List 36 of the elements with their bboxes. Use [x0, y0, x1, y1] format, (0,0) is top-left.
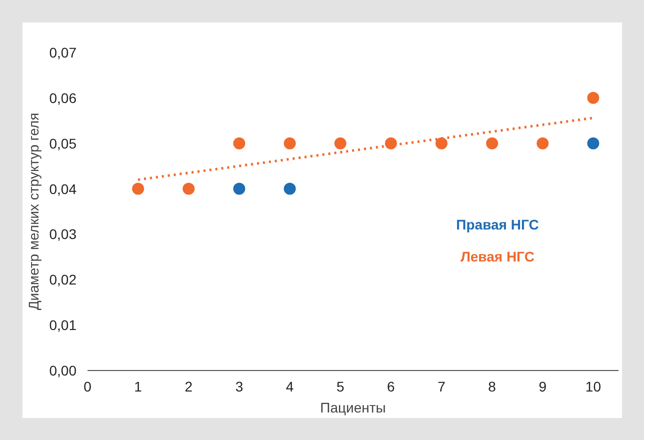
x-tick-label: 9 — [538, 378, 547, 394]
y-tick-label: 0,01 — [49, 317, 77, 334]
point — [182, 182, 195, 195]
x-tick-label: 4 — [286, 378, 294, 394]
point — [436, 137, 448, 150]
point — [536, 137, 549, 150]
x-tick-label: 8 — [488, 378, 496, 394]
y-axis-title: Диаметр мелких структур геля — [25, 112, 42, 310]
point — [132, 182, 144, 195]
y-tick-label: 0,00 — [49, 362, 77, 378]
point — [233, 137, 246, 150]
point — [233, 182, 246, 195]
point — [284, 182, 296, 195]
y-tick-label: 0,07 — [49, 44, 77, 60]
y-tick-label: 0,03 — [49, 226, 77, 242]
x-tick-label: 10 — [585, 378, 602, 394]
text: Правая НГС — [456, 216, 539, 232]
x-tick-label: 7 — [438, 378, 446, 394]
x-tick-label: 3 — [235, 378, 244, 394]
y-tick-label: 0,04 — [49, 180, 77, 197]
point — [587, 92, 600, 104]
x-tick-label: 0 — [84, 378, 92, 394]
point — [284, 137, 296, 150]
y-tick-label: 0,06 — [49, 90, 77, 106]
point — [384, 137, 397, 150]
text: Левая НГС — [460, 248, 534, 264]
x-tick-label: 1 — [134, 378, 142, 394]
y-tick-label: 0,02 — [49, 272, 77, 288]
point — [587, 137, 600, 150]
x-axis-title: Пациенты — [320, 400, 386, 416]
point — [486, 137, 498, 150]
x-tick-label: 5 — [336, 378, 344, 394]
point — [334, 137, 346, 150]
x-tick-label: 2 — [184, 378, 193, 394]
y-tick-label: 0,05 — [49, 135, 77, 152]
x-tick-label: 6 — [387, 378, 396, 394]
